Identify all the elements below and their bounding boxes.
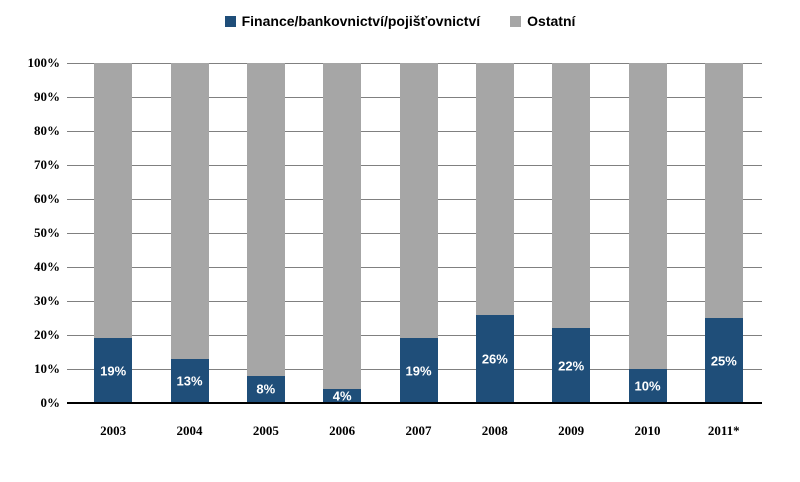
y-axis-tick [67, 165, 75, 166]
legend-color-swatch-ostatni [510, 15, 522, 27]
y-axis-tick-label: 10% [34, 361, 60, 376]
bar-segment-ostatni [552, 63, 591, 329]
bar-segment-ostatni [704, 63, 743, 318]
y-axis-tick-label: 0% [40, 395, 61, 410]
bar-segment-ostatni [475, 63, 514, 315]
y-axis-tick [67, 369, 75, 370]
bar-segment-ostatni [94, 63, 133, 339]
bar-segment-finance: 19% [94, 338, 133, 403]
bar-2008: 26% [475, 63, 514, 403]
bar-value-label: 13% [176, 373, 203, 389]
bar-segment-ostatni [323, 63, 362, 390]
y-axis-tick-label: 40% [34, 259, 60, 274]
bar-segment-ostatni [170, 63, 209, 359]
x-axis-category-label: 2006 [329, 423, 356, 438]
bar-segment-finance: 22% [552, 328, 591, 403]
bar-2003: 19% [94, 63, 133, 403]
bar-value-label: 8% [256, 381, 276, 397]
y-axis-tick [67, 335, 75, 336]
y-axis-tick [67, 63, 75, 64]
x-axis-category-label: 2008 [481, 423, 508, 438]
x-axis-category-label: 2010 [634, 423, 661, 438]
bar-2005: 8% [246, 63, 285, 403]
x-axis-category-label: 2005 [252, 423, 279, 438]
legend-label-finance: Finance/bankovnictví/pojišťovnictví [241, 13, 481, 29]
legend-item-finance: Finance/bankovnictví/pojišťovnictví [224, 13, 481, 29]
bar-value-label: 4% [332, 388, 352, 404]
y-axis-tick-label: 60% [34, 191, 60, 206]
x-axis-category-label: 2009 [558, 423, 585, 438]
x-axis-category-label: 2007 [405, 423, 432, 438]
y-axis-tick [67, 233, 75, 234]
x-axis-category-label: 2003 [100, 423, 127, 438]
bar-value-label: 26% [481, 351, 508, 367]
bar-value-label: 19% [405, 363, 432, 379]
plot-area: 19% 13% 8% 4% 19% 26% 22% 10% 25% [75, 63, 762, 403]
y-axis-tick-label: 50% [34, 225, 60, 240]
bar-2006: 4% [323, 63, 362, 404]
bar-value-label: 19% [100, 363, 127, 379]
x-axis-line [67, 402, 762, 404]
bar-2010: 10% [628, 63, 667, 403]
bar-segment-ostatni [399, 63, 438, 339]
legend-item-ostatni: Ostatní [510, 13, 575, 29]
bar-segment-ostatni [628, 63, 667, 369]
bar-segment-finance: 26% [475, 314, 514, 403]
bar-segment-finance: 4% [323, 388, 362, 404]
y-axis-tick-label: 100% [27, 55, 61, 70]
x-axis-category-label: 2011* [707, 423, 740, 438]
y-axis-tick [67, 199, 75, 200]
legend-color-swatch-finance [224, 15, 236, 27]
bar-2009: 22% [552, 63, 591, 403]
y-axis-tick [67, 131, 75, 132]
y-axis-tick [67, 267, 75, 268]
bar-segment-finance: 13% [170, 358, 209, 403]
bar-value-label: 25% [710, 353, 737, 368]
y-axis-tick-label: 80% [34, 123, 60, 138]
legend-label-ostatni: Ostatní [527, 13, 576, 29]
y-axis-tick-label: 30% [34, 293, 60, 308]
bar-segment-ostatni [246, 63, 285, 376]
bar-2004: 13% [170, 63, 209, 403]
bar-value-label: 10% [634, 378, 661, 394]
y-axis-tick-label: 70% [34, 157, 60, 172]
x-axis-category-label: 2004 [176, 423, 203, 438]
bar-segment-finance: 25% [704, 318, 743, 403]
bar-segment-finance: 19% [399, 338, 438, 403]
bar-segment-finance: 8% [246, 375, 285, 403]
y-axis-tick-label: 90% [34, 89, 60, 104]
bar-value-label: 22% [558, 358, 585, 374]
bar-segment-finance: 10% [628, 369, 667, 403]
y-axis-tick [67, 97, 75, 98]
y-axis-tick-label: 20% [34, 327, 60, 342]
y-axis-tick [67, 301, 75, 302]
bar-2007: 19% [399, 63, 438, 403]
chart-legend: Finance/bankovnictví/pojišťovnictví Osta… [0, 13, 800, 29]
x-axis-labels: 2003 2004 2005 2006 2007 2008 2009 2010 2011* [75, 423, 762, 439]
bar-2011: 25% [704, 63, 743, 403]
